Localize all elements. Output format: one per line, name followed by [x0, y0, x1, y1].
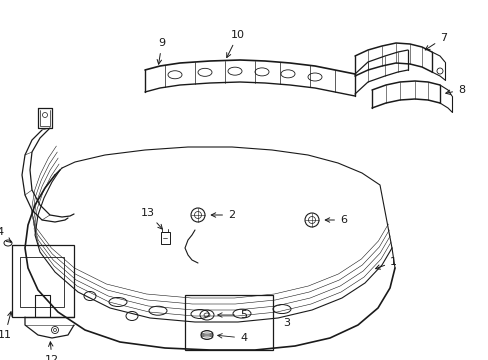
Text: 7: 7: [425, 33, 446, 50]
Text: 2: 2: [211, 210, 235, 220]
Text: 12: 12: [45, 342, 59, 360]
Bar: [20, 257, 64, 307]
Text: 11: 11: [0, 312, 12, 340]
Text: 10: 10: [226, 30, 244, 58]
Bar: [184, 295, 272, 350]
Text: 5: 5: [217, 310, 246, 320]
Bar: [12, 245, 74, 317]
Text: 3: 3: [283, 318, 289, 328]
Text: 14: 14: [0, 227, 11, 242]
Bar: [161, 232, 170, 244]
Text: 8: 8: [445, 85, 464, 95]
Text: 13: 13: [141, 208, 162, 229]
Text: 4: 4: [217, 333, 246, 343]
Text: 9: 9: [157, 38, 165, 64]
Text: 6: 6: [325, 215, 346, 225]
Text: 1: 1: [375, 257, 396, 269]
